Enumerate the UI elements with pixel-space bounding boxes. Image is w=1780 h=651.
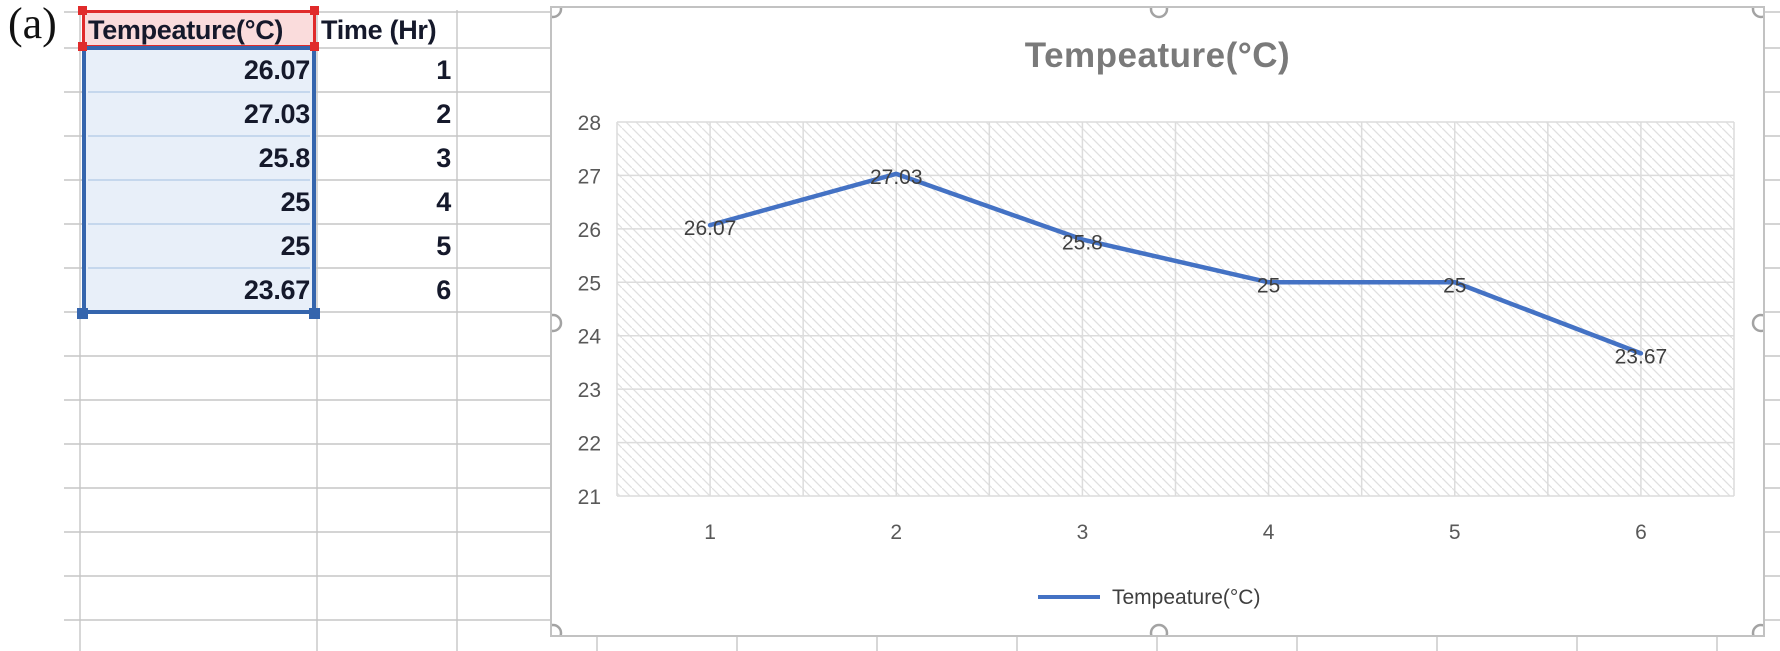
table-cell[interactable]: 1 (436, 54, 451, 85)
x-tick-label: 4 (1263, 521, 1275, 544)
x-tick-label: 1 (704, 521, 716, 544)
selection-row-separator (88, 91, 310, 93)
table-cell[interactable]: 3 (436, 142, 451, 173)
y-tick-label: 27 (578, 165, 601, 188)
table-cell[interactable]: 2 (436, 98, 451, 129)
selection-row-separator (88, 179, 310, 181)
selection-row-separator (88, 135, 310, 137)
data-label: 23.67 (1615, 345, 1668, 368)
x-tick-label: 2 (890, 521, 902, 544)
legend-label[interactable]: Tempeature(°C) (1112, 586, 1260, 609)
x-tick-label: 6 (1635, 521, 1647, 544)
y-tick-label: 25 (578, 272, 601, 295)
data-label: 25 (1257, 274, 1280, 297)
table-cell[interactable]: 25 (280, 230, 311, 261)
x-tick-label: 5 (1449, 521, 1461, 544)
selection-handle[interactable] (1751, 313, 1763, 333)
blue-range-fill-handle[interactable] (77, 308, 88, 319)
data-label: 25 (1443, 274, 1466, 297)
table-cell[interactable]: 27.03 (243, 98, 310, 129)
data-label: 25.8 (1062, 232, 1103, 255)
column-header[interactable]: Time (Hr) (321, 14, 437, 45)
table-cell[interactable]: 23.67 (243, 274, 310, 305)
selection-handle[interactable] (1149, 8, 1169, 19)
selection-handle[interactable] (1149, 623, 1169, 635)
y-tick-label: 23 (578, 379, 601, 402)
table-cell[interactable]: 6 (436, 274, 451, 305)
table-cell[interactable]: 4 (436, 186, 451, 217)
data-label: 27.03 (870, 166, 923, 189)
y-tick-label: 26 (578, 219, 601, 242)
table-cell[interactable]: 5 (436, 230, 451, 261)
chart-title: Tempeature(°C) (1024, 36, 1291, 75)
table-cell[interactable]: 25 (280, 186, 311, 217)
blue-range-fill-handle[interactable] (309, 308, 320, 319)
y-tick-label: 28 (578, 112, 601, 135)
y-tick-label: 24 (578, 326, 602, 349)
data-label: 26.07 (684, 217, 737, 240)
selection-row-separator (88, 267, 310, 269)
selection-handle[interactable] (1751, 8, 1763, 19)
selection-handle[interactable] (552, 623, 563, 635)
series-line[interactable] (707, 171, 1644, 356)
chart-container[interactable]: Tempeature(°C) 28 27 26 25 24 23 22 21 1 2 3 4 5 6 26.… (550, 6, 1765, 637)
x-tick-label: 3 (1077, 521, 1089, 544)
figure-label: (a) (8, 0, 57, 48)
red-range-corner-handle[interactable] (310, 42, 319, 51)
column-header[interactable]: Tempeature(°C) (88, 14, 284, 45)
table-cell[interactable]: 25.8 (258, 142, 311, 173)
y-tick-label: 22 (578, 433, 601, 456)
series-name-range-highlight[interactable] (82, 10, 316, 48)
selection-handle[interactable] (552, 313, 563, 333)
table-cell[interactable]: 26.07 (243, 54, 310, 85)
y-tick-label: 21 (578, 486, 601, 509)
red-range-corner-handle[interactable] (78, 42, 87, 51)
selection-handle[interactable] (552, 8, 563, 19)
selection-handle[interactable] (1751, 623, 1763, 635)
red-range-corner-handle[interactable] (78, 6, 87, 15)
red-range-corner-handle[interactable] (310, 6, 319, 15)
series-values-range-highlight[interactable] (82, 46, 316, 314)
selection-row-separator (88, 223, 310, 225)
